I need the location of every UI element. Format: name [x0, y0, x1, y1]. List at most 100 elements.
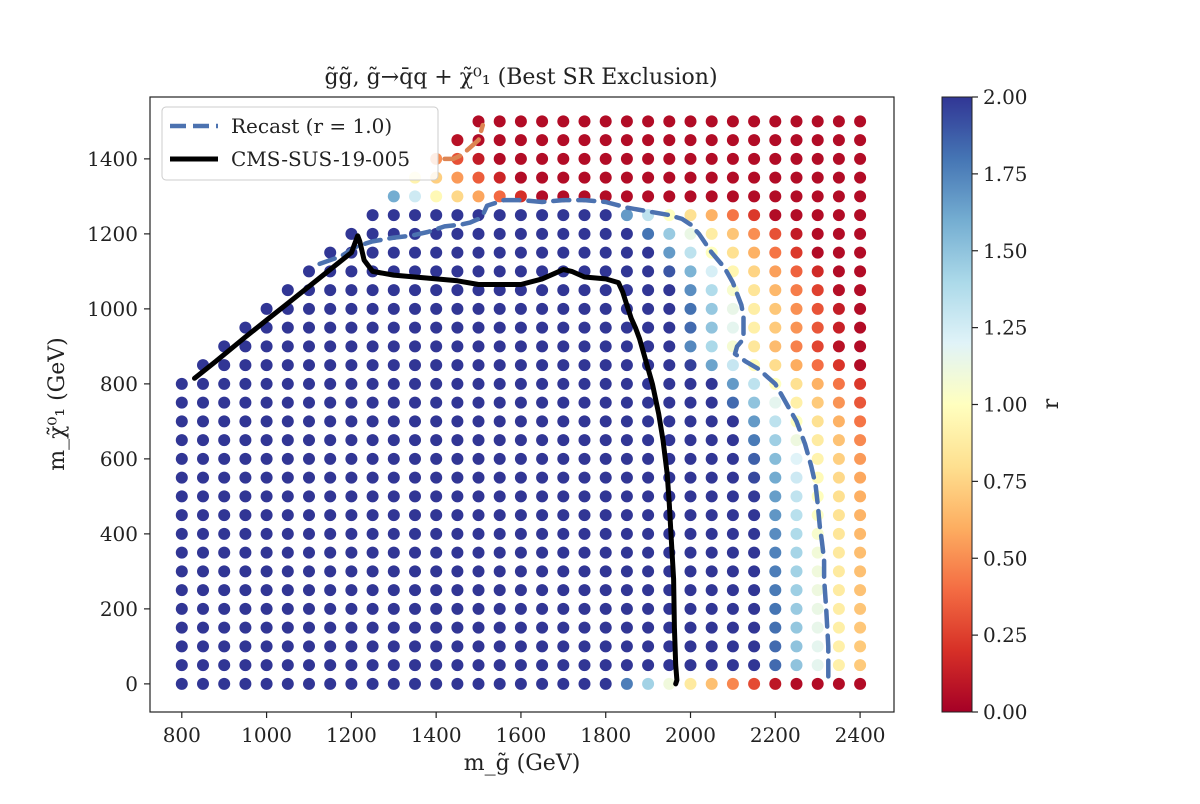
scan-point [854, 246, 867, 259]
scan-point [578, 527, 591, 540]
scan-point [536, 302, 549, 315]
scan-point [832, 659, 845, 672]
scan-point [451, 621, 464, 634]
scan-point [769, 171, 782, 184]
scan-point [705, 490, 718, 503]
scan-point [430, 621, 443, 634]
scan-point [197, 434, 209, 447]
scan-point [811, 152, 824, 165]
scan-point [790, 584, 803, 597]
scan-point [748, 190, 761, 203]
scan-point [514, 265, 527, 278]
scan-point [175, 602, 188, 615]
scan-point [239, 527, 252, 540]
scan-point [430, 227, 443, 240]
scan-point [281, 584, 294, 597]
scan-point [790, 359, 803, 372]
scan-point [303, 621, 315, 634]
scan-point [642, 227, 655, 240]
scan-point [705, 284, 718, 297]
scan-point [324, 284, 337, 297]
scan-point [197, 415, 209, 428]
scan-point [748, 565, 761, 578]
scan-point [620, 621, 633, 634]
scan-point [430, 490, 443, 503]
scan-point [451, 640, 464, 653]
colorbar-gradient [941, 96, 973, 713]
scan-point [557, 246, 570, 259]
scan-point [832, 209, 845, 222]
scan-point [218, 546, 231, 559]
scan-point [620, 584, 633, 597]
x-tick-label: 1800 [580, 723, 631, 747]
scan-point [684, 134, 697, 147]
scan-point [281, 340, 294, 353]
scan-point [472, 377, 485, 390]
scan-point [260, 546, 273, 559]
scan-point [493, 246, 506, 259]
scan-point [599, 190, 612, 203]
scan-point [472, 340, 485, 353]
scan-point [409, 190, 421, 203]
scan-point [684, 359, 697, 372]
scan-point [324, 659, 337, 672]
scan-point [642, 265, 655, 278]
scan-point [493, 415, 506, 428]
scan-point [218, 659, 231, 672]
scan-point [748, 265, 761, 278]
x-axis-label: m_g̃ (GeV) [464, 751, 581, 776]
scan-point [620, 396, 633, 409]
scan-point [472, 265, 485, 278]
scan-point [409, 509, 421, 522]
scan-point [726, 209, 739, 222]
scan-point [832, 471, 845, 484]
scan-point [790, 677, 803, 690]
scan-point [578, 246, 591, 259]
scan-point [790, 490, 803, 503]
scan-point [832, 134, 845, 147]
scan-point [197, 546, 209, 559]
scan-point [578, 209, 591, 222]
scan-point [642, 434, 655, 447]
scan-point [218, 377, 231, 390]
scan-point [493, 152, 506, 165]
scan-point [684, 677, 697, 690]
scan-point [769, 527, 782, 540]
scan-point [175, 415, 188, 428]
scan-point [832, 227, 845, 240]
scan-point [387, 246, 400, 259]
scan-point [472, 396, 485, 409]
scan-point [514, 171, 527, 184]
scan-point [663, 302, 676, 315]
scan-point [345, 227, 358, 240]
scan-point [472, 621, 485, 634]
scan-point [620, 134, 633, 147]
scan-point [430, 209, 443, 222]
scan-point [451, 340, 464, 353]
scan-point [642, 565, 655, 578]
scan-point [684, 434, 697, 447]
scan-point [324, 434, 337, 447]
scan-point [324, 677, 337, 690]
scan-point [366, 246, 379, 259]
scan-point [854, 677, 867, 690]
scan-point [451, 265, 464, 278]
scan-point [811, 227, 824, 240]
scan-point [409, 321, 421, 334]
scan-point [303, 415, 315, 428]
scan-point [684, 471, 697, 484]
scan-point [578, 640, 591, 653]
scan-point [684, 621, 697, 634]
scan-point [578, 659, 591, 672]
scan-point [239, 396, 252, 409]
scan-point [197, 452, 209, 465]
scan-point [832, 546, 845, 559]
scan-point [705, 227, 718, 240]
scan-point [303, 509, 315, 522]
scan-point [790, 284, 803, 297]
scan-point [705, 377, 718, 390]
scan-point [705, 527, 718, 540]
scan-point [536, 265, 549, 278]
scan-point [684, 659, 697, 672]
scan-point [514, 377, 527, 390]
